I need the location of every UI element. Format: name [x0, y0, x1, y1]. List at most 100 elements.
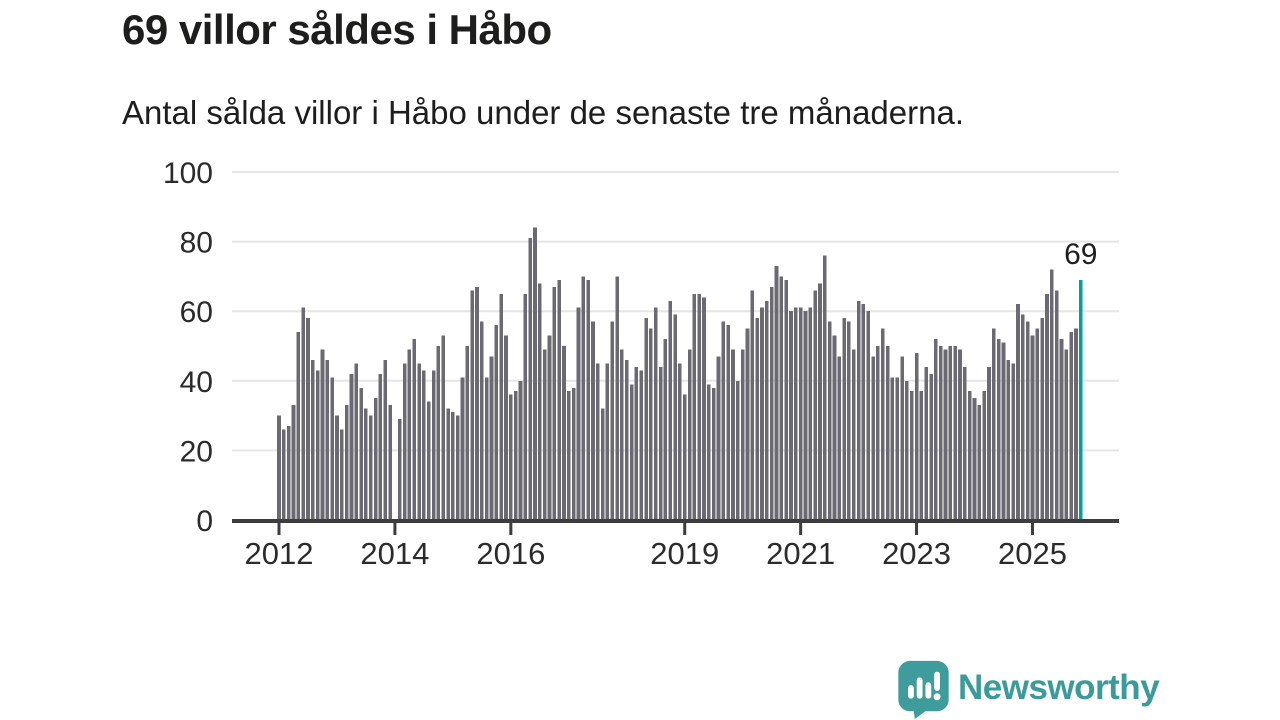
bar	[842, 318, 846, 520]
bar	[682, 394, 687, 520]
bar	[967, 391, 972, 520]
bar	[610, 321, 615, 520]
bar	[1040, 318, 1044, 520]
bar	[934, 339, 938, 520]
bar	[364, 408, 368, 520]
bar	[769, 286, 774, 520]
bar	[1064, 349, 1069, 520]
y-axis-tick-label: 100	[163, 157, 213, 190]
bar	[383, 359, 388, 520]
bar	[813, 290, 817, 520]
bar	[595, 363, 600, 520]
bar	[726, 325, 730, 520]
bar	[736, 380, 740, 520]
bar	[378, 373, 383, 520]
bar	[774, 265, 779, 520]
bar	[663, 339, 668, 520]
bar	[523, 293, 528, 520]
bar	[1035, 328, 1040, 520]
bar	[282, 429, 286, 520]
bar	[822, 255, 827, 520]
bar	[1074, 328, 1078, 520]
bar	[702, 297, 706, 520]
bar	[649, 328, 653, 520]
bar	[687, 349, 692, 520]
bar	[422, 370, 426, 520]
bar	[1059, 339, 1064, 520]
bar	[1069, 332, 1073, 520]
y-axis-tick-label: 60	[180, 296, 213, 329]
bar	[876, 346, 880, 520]
bar	[436, 346, 441, 520]
bar	[711, 387, 716, 520]
bar	[620, 349, 624, 520]
bar	[533, 227, 537, 520]
bar	[407, 349, 412, 520]
bar	[740, 349, 745, 520]
bar	[784, 279, 788, 520]
bar	[552, 286, 557, 520]
bar	[426, 401, 431, 520]
bar	[851, 349, 856, 520]
bar	[397, 419, 402, 520]
bar	[900, 356, 904, 520]
bar	[871, 356, 875, 520]
bar	[678, 363, 682, 520]
bar	[716, 356, 721, 520]
bar	[349, 373, 354, 520]
bar	[847, 321, 851, 520]
bar	[653, 307, 658, 520]
bar	[1021, 314, 1025, 520]
bar	[1050, 269, 1054, 520]
bar	[286, 426, 291, 520]
bar	[344, 405, 349, 520]
bar	[480, 321, 484, 520]
bar	[513, 391, 518, 520]
bar	[707, 384, 711, 520]
bar	[987, 366, 991, 520]
bar-chart-glyph	[908, 671, 941, 701]
bar	[1030, 335, 1035, 520]
x-axis-tick-label: 2025	[998, 536, 1067, 571]
bar	[368, 415, 373, 520]
bar	[412, 339, 417, 520]
bar	[992, 328, 996, 520]
bar	[562, 346, 566, 520]
bar	[509, 394, 513, 520]
bar	[475, 286, 479, 520]
bar	[629, 384, 634, 520]
bar	[373, 398, 378, 520]
x-axis-tick-label: 2012	[245, 536, 314, 571]
x-axis-tick-label: 2014	[360, 536, 429, 571]
page-subtitle: Antal sålda villor i Håbo under de senas…	[122, 94, 964, 131]
bar	[658, 366, 663, 520]
bar	[306, 318, 310, 520]
bar	[803, 311, 808, 520]
bar	[470, 290, 474, 520]
bar	[885, 346, 890, 520]
bar	[354, 363, 359, 520]
bar	[1006, 359, 1011, 520]
bar	[581, 276, 586, 520]
bar	[919, 391, 924, 520]
bar	[460, 377, 465, 520]
bar	[489, 356, 494, 520]
bar	[417, 363, 421, 520]
bar	[1045, 293, 1049, 520]
bar	[567, 391, 571, 520]
bar	[359, 387, 363, 520]
bar	[402, 363, 407, 520]
bar	[639, 370, 644, 520]
bar	[547, 335, 552, 520]
bar	[745, 328, 750, 520]
bar	[484, 377, 489, 520]
bar	[320, 349, 325, 520]
bar	[1054, 290, 1059, 520]
bar	[1025, 321, 1030, 520]
bar	[325, 359, 330, 520]
bar	[605, 363, 610, 520]
bar	[315, 370, 320, 520]
bar	[1016, 304, 1020, 520]
bar	[538, 283, 542, 520]
bar	[494, 325, 499, 520]
